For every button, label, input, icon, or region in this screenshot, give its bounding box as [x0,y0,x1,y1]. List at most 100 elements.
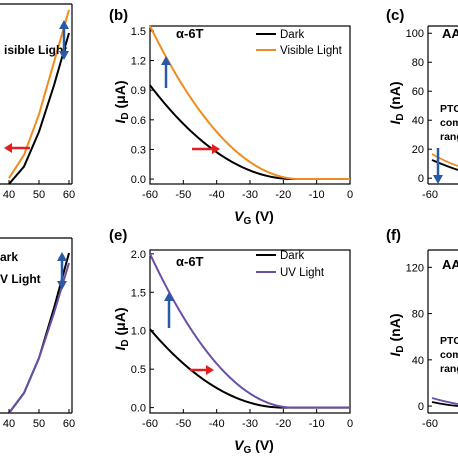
panel-b-series-visible-light [149,25,350,181]
panel-b-legend-dark-label: Dark [280,29,305,41]
panel-e-x-tick-label: 0 [347,418,353,430]
panel-b-y-tick-label: 0.3 [131,144,146,156]
panel-f-curve-dark [431,401,458,407]
panel-b-x-tick-label: 0 [347,189,353,201]
panel-f-curve-uv [431,397,458,405]
panel-c-y-tick-label: 100 [406,28,424,40]
panel-b-title: α-6T [176,26,204,41]
panel-b-y-tick-label: 1.2 [131,56,146,68]
panel-b-x-tick-label: -20 [275,189,291,201]
panel-e-y-tick-label: 0.0 [131,403,146,415]
panel-a-blue-arrow-head-up [59,20,69,29]
panel-e-x-tick-label: -40 [209,418,225,430]
panel-e-legend-dark-label: Dark [280,250,305,262]
panel-e-curves [149,253,350,409]
panel-a-blue-arrow-head-down [59,51,69,60]
panel-a-legend-visible-label: isible Light [4,43,67,57]
panel-e-y-tick-label: 1.0 [131,326,146,338]
panel-d-blue-arrow-head-down [57,281,67,290]
panel-e: (e) -60 -50 -40 -30 -20 -10 0 0.0 0.5 1.0 1.5 2.0 α… [109,227,353,456]
panel-d-curves [8,252,70,414]
panel-b-ylabel: ID (μA) [112,80,131,123]
panel-c-axes: 0 20 40 60 80 100 -60 [406,25,458,201]
panel-c-x-tick-label: -60 [422,189,438,201]
panel-b-y-tick-label: 1.5 [131,26,146,38]
panel-d-axes [0,237,73,414]
panel-a-curves [8,9,70,185]
panel-c-annotation-line-3: rang [440,131,458,143]
panel-a-series-dark [8,32,70,185]
panel-d-x-tick-label: 40 [3,418,15,430]
panel-a-series-isible-light [8,9,70,179]
panel-e-y-tick-label: 0.5 [131,364,146,376]
panel-c-y-tick-label: 20 [412,144,424,156]
panel-b-x-tick-label: -50 [175,189,191,201]
panel-b-blue-arrow-head [161,56,171,65]
panel-a-x-tick-label: 40 [3,189,15,201]
panel-e-x-tick-label: -30 [242,418,258,430]
panel-c-annotation-line-1: PTC [440,103,458,115]
panel-c-title: AA [442,26,458,41]
panel-f-y-tick-label: 120 [406,262,424,274]
panel-f-title: AA [442,257,458,272]
panel-a-x-ticks: 40 50 60 [3,180,75,201]
panel-f-annotation-line-3: rang [440,363,458,375]
panel-e-title: α-6T [176,254,204,269]
panel-e-legend: Dark UV Light [256,250,325,279]
panel-c-ylabel: ID (nA) [387,81,406,124]
panel-f-ylabel: ID (nA) [387,313,406,356]
panel-b-series-dark [149,84,350,181]
panel-e-red-arrow-head [206,365,214,375]
panel-a-x-tick-label: 60 [63,189,75,201]
panel-e-y-tick-label: 2.0 [131,249,146,261]
panel-e-y-tick-label: 1.5 [131,287,146,299]
panel-b-x-tick-label: -60 [142,189,158,201]
panel-e-x-tick-label: -10 [309,418,325,430]
panel-e-series-dark [149,328,350,409]
panel-d-x-ticks: 40 50 60 [3,409,75,430]
panel-c-y-tick-label: 80 [412,57,424,69]
panel-a-red-arrow-head [4,143,12,153]
panel-b-axes: -60 -50 -40 -30 -20 -10 0 0.0 0.3 0.6 0.9 1.2 1.5 [131,25,353,201]
panel-c-y-tick-label: 60 [412,86,424,98]
panel-c-y-tick-label: 0 [418,173,424,185]
panel-f-annotation-line-1: PTC [440,335,458,347]
panel-c-curve-dark [431,159,458,171]
panel-c-y-tick-label: 40 [412,115,424,127]
panel-b-legend-visible-label: Visible Light [280,45,343,57]
panel-e-xlabel: VG (V) [234,437,274,456]
panel-c-blue-arrow-head [433,175,443,184]
panel-f-y-tick-label: 80 [412,309,424,321]
panel-b: (b) -60 -50 -40 -30 -20 -10 0 0.0 0.3 0.6 0.9 1.2 1.… [109,7,353,227]
panel-c-letter: (c) [386,7,404,24]
panel-f-y-tick-label: 40 [412,355,424,367]
panel-b-x-tick-label: -40 [209,189,225,201]
panel-b-x-tick-label: -30 [242,189,258,201]
panel-c-curve-visible [431,153,458,167]
panel-f-x-tick-label: -60 [422,418,438,430]
panel-e-legend-uv-label: UV Light [280,267,325,279]
panel-a-x-tick-label: 50 [33,189,45,201]
panel-b-y-tick-label: 0.0 [131,174,146,186]
panel-b-curves [149,25,350,181]
panel-c: (c) 0 20 40 60 80 100 -60 AA PTC com rang ID (… [386,7,458,201]
panel-d-x-tick-label: 50 [33,418,45,430]
panel-d-series-v-light [8,262,70,414]
panel-b-y-tick-label: 0.9 [131,85,146,97]
panel-f-y-tick-label: 0 [418,401,424,413]
panel-e-x-tick-label: -50 [175,418,191,430]
panel-f-letter: (f) [386,227,401,244]
panel-a: isible Light 40 50 60 [0,3,75,201]
panel-e-ylabel: ID (μA) [112,307,131,350]
panel-d: ark V Light 40 50 60 [0,237,75,430]
panel-b-legend: Dark Visible Light [256,29,343,57]
panel-f-axes: 0 40 80 120 -60 [406,249,458,430]
panel-d-x-tick-label: 60 [63,418,75,430]
panel-a-axes [0,3,73,185]
panel-e-x-tick-label: -60 [142,418,158,430]
panel-c-annotation-line-2: com [440,117,458,129]
panel-f: (f) 0 40 80 120 -60 AA PTC com rang ID (nA) [386,227,458,430]
panel-e-axes: -60 -50 -40 -30 -20 -10 0 0.0 0.5 1.0 1.5 2.0 [131,249,353,430]
panel-f-annotation-line-2: com [440,349,458,361]
panel-b-letter: (b) [109,7,128,24]
